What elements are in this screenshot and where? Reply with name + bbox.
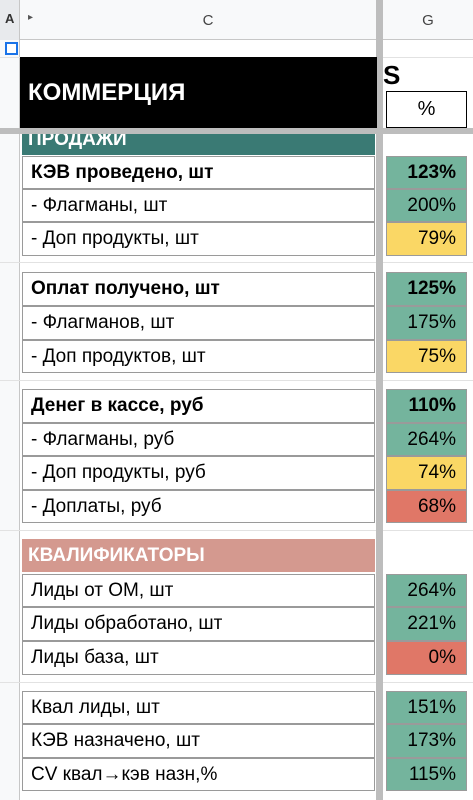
frozen-row-divider[interactable] bbox=[0, 128, 473, 134]
selection-handle-icon[interactable] bbox=[5, 42, 18, 55]
row-percent[interactable]: 123% bbox=[386, 156, 467, 189]
page-title: КОММЕРЦИЯ bbox=[28, 78, 186, 106]
section-header-sales[interactable]: ПРОДАЖИ bbox=[22, 134, 375, 155]
row-label[interactable]: Лиды от ОМ, шт bbox=[22, 574, 375, 607]
row-label[interactable]: - Доп продуктов, шт bbox=[22, 340, 375, 373]
grid-line bbox=[0, 682, 473, 683]
frozen-column-divider[interactable] bbox=[376, 0, 383, 800]
row-percent[interactable]: 75% bbox=[386, 340, 467, 373]
percent-header-label: % bbox=[417, 98, 436, 120]
row-label[interactable]: - Доп продукты, руб bbox=[22, 456, 375, 490]
column-c-label: C bbox=[202, 11, 214, 29]
title-overflow-text: S bbox=[383, 60, 401, 90]
row-percent[interactable]: 68% bbox=[386, 490, 467, 523]
row-percent[interactable]: 200% bbox=[386, 189, 467, 222]
row-label[interactable]: Лиды обработано, шт bbox=[22, 607, 375, 641]
row-label[interactable]: - Флагманы, руб bbox=[22, 423, 375, 456]
select-all-corner[interactable]: A bbox=[0, 0, 20, 40]
column-c-header[interactable]: C bbox=[40, 0, 376, 40]
percent-header-cell[interactable]: % bbox=[386, 91, 467, 128]
row-label[interactable]: - Флагманы, шт bbox=[22, 189, 375, 222]
row-label[interactable]: - Доплаты, руб bbox=[22, 490, 375, 523]
section-sales-label: ПРОДАЖИ bbox=[28, 134, 127, 150]
row-percent[interactable]: 151% bbox=[386, 691, 467, 724]
grid-line bbox=[0, 380, 473, 381]
row-label[interactable]: - Флагманов, шт bbox=[22, 306, 375, 340]
corner-a-label: A bbox=[5, 11, 15, 26]
row-percent[interactable]: 110% bbox=[386, 389, 467, 423]
row-label[interactable]: Оплат получено, шт bbox=[22, 272, 375, 306]
section-header-qualifiers[interactable]: КВАЛИФИКАТОРЫ bbox=[22, 539, 375, 572]
row-percent[interactable]: 0% bbox=[386, 641, 467, 675]
grid-line bbox=[0, 262, 473, 263]
row-percent[interactable]: 264% bbox=[386, 423, 467, 456]
row-percent[interactable]: 264% bbox=[386, 574, 467, 607]
expand-column-arrow-icon[interactable]: ▸ bbox=[28, 12, 34, 23]
row-header-column bbox=[0, 40, 20, 800]
row-label[interactable]: - Доп продукты, шт bbox=[22, 222, 375, 256]
column-header-bar bbox=[0, 0, 473, 40]
row-percent[interactable]: 79% bbox=[386, 222, 467, 256]
row-label[interactable]: КЭВ назначено, шт bbox=[22, 724, 375, 758]
row-percent[interactable]: 125% bbox=[386, 272, 467, 306]
row-label[interactable]: Денег в кассе, руб bbox=[22, 389, 375, 423]
row-percent[interactable]: 115% bbox=[386, 758, 467, 791]
column-g-label: G bbox=[422, 11, 434, 29]
row-label[interactable]: КЭВ проведено, шт bbox=[22, 156, 375, 189]
title-cell[interactable]: КОММЕРЦИЯ bbox=[20, 57, 377, 128]
grid-line bbox=[0, 530, 473, 531]
row-percent[interactable]: 173% bbox=[386, 724, 467, 758]
row-label[interactable]: Лиды база, шт bbox=[22, 641, 375, 675]
row-percent[interactable]: 221% bbox=[386, 607, 467, 641]
row-percent[interactable]: 74% bbox=[386, 456, 467, 490]
row-label[interactable]: CV квал→кэв назн,% bbox=[22, 758, 375, 791]
column-g-header[interactable]: G bbox=[383, 0, 473, 40]
section-qualifiers-label: КВАЛИФИКАТОРЫ bbox=[28, 544, 205, 566]
row-label[interactable]: Квал лиды, шт bbox=[22, 691, 375, 724]
row-percent[interactable]: 175% bbox=[386, 306, 467, 340]
